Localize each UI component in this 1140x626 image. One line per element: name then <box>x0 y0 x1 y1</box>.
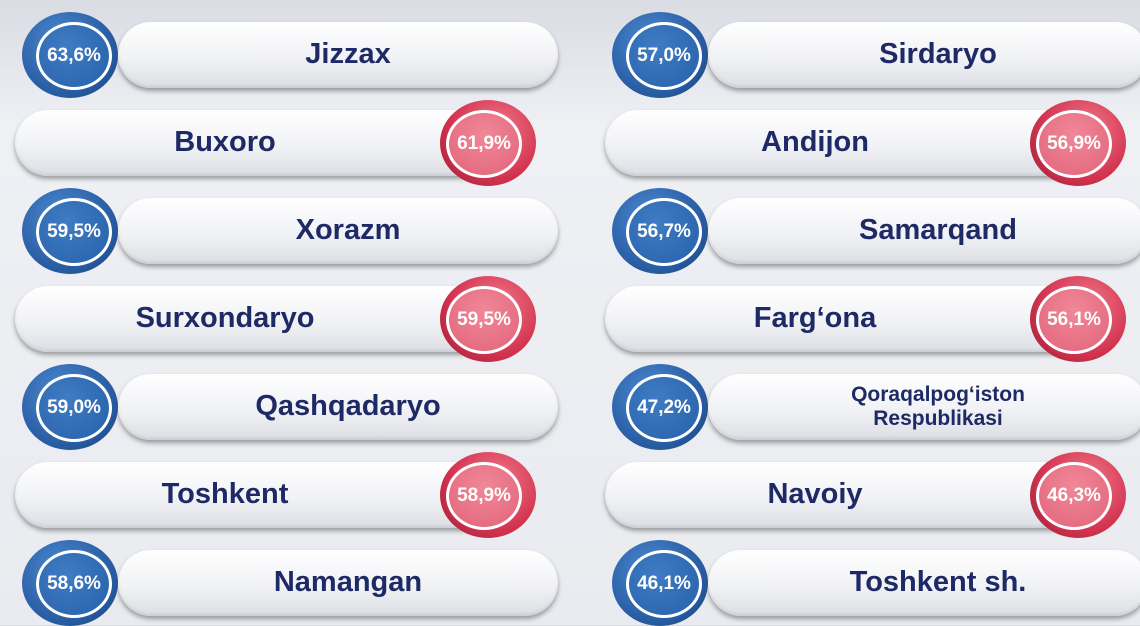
value-badge: 56,9% <box>1030 100 1126 186</box>
region-name: Qoraqalpog‘iston Respublikasi <box>851 382 1025 430</box>
value-label: 58,9% <box>446 462 522 530</box>
region-name: Xorazm <box>295 214 401 247</box>
value-badge: 47,2% <box>612 364 708 450</box>
region-pill: Buxoro <box>15 110 505 176</box>
value-badge: 63,6% <box>22 12 118 98</box>
region-pill: Andijon <box>605 110 1095 176</box>
region-name: Samarqand <box>859 214 1017 247</box>
value-badge: 46,1% <box>612 540 708 626</box>
value-badge: 59,0% <box>22 364 118 450</box>
value-label: 56,1% <box>1036 286 1112 354</box>
value-label: 56,9% <box>1036 110 1112 178</box>
value-label: 59,0% <box>36 374 112 442</box>
value-label: 58,6% <box>36 550 112 618</box>
value-label: 59,5% <box>36 198 112 266</box>
value-badge: 58,9% <box>440 452 536 538</box>
value-label: 59,5% <box>446 286 522 354</box>
region-name: Andijon <box>761 126 869 159</box>
region-name: Namangan <box>273 566 423 599</box>
value-badge: 46,3% <box>1030 452 1126 538</box>
value-label: 47,2% <box>626 374 702 442</box>
region-name: Jizzax <box>305 38 391 71</box>
value-badge: 59,5% <box>22 188 118 274</box>
region-name: Qashqadaryo <box>255 390 441 423</box>
value-badge: 58,6% <box>22 540 118 626</box>
region-pill: Farg‘ona <box>605 286 1095 352</box>
region-name: Toshkent sh. <box>849 566 1027 599</box>
value-label: 57,0% <box>626 22 702 90</box>
value-label: 63,6% <box>36 22 112 90</box>
value-badge: 61,9% <box>440 100 536 186</box>
region-pill: Qoraqalpog‘iston Respublikasi <box>708 374 1140 440</box>
region-pill: Jizzax <box>118 22 558 88</box>
region-name: Buxoro <box>174 126 276 159</box>
region-pill: Surxondaryo <box>15 286 505 352</box>
region-pill: Qashqadaryo <box>118 374 558 440</box>
value-badge: 57,0% <box>612 12 708 98</box>
value-badge: 56,1% <box>1030 276 1126 362</box>
region-pill: Xorazm <box>118 198 558 264</box>
region-name: Farg‘ona <box>753 302 877 335</box>
region-pill: Toshkent sh. <box>708 550 1140 616</box>
region-name: Navoiy <box>767 478 863 511</box>
value-badge: 59,5% <box>440 276 536 362</box>
region-pill: Toshkent <box>15 462 505 528</box>
region-pill: Samarqand <box>708 198 1140 264</box>
region-name: Sirdaryo <box>879 38 997 71</box>
value-label: 61,9% <box>446 110 522 178</box>
value-label: 56,7% <box>626 198 702 266</box>
value-label: 46,1% <box>626 550 702 618</box>
region-name: Toshkent <box>161 478 289 511</box>
value-label: 46,3% <box>1036 462 1112 530</box>
region-pill: Navoiy <box>605 462 1095 528</box>
region-pill: Namangan <box>118 550 558 616</box>
region-pill: Sirdaryo <box>708 22 1140 88</box>
value-badge: 56,7% <box>612 188 708 274</box>
region-name: Surxondaryo <box>135 302 315 335</box>
